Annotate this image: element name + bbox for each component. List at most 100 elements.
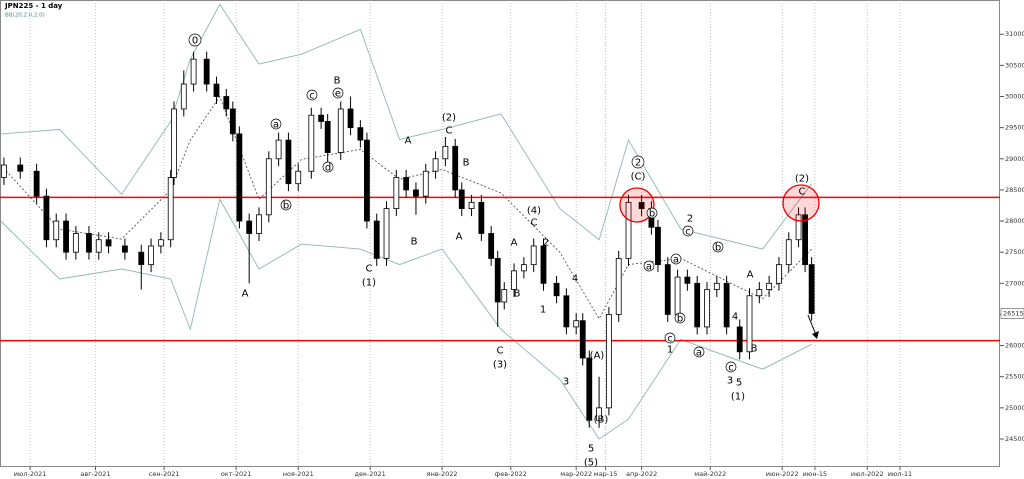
y-tick-label: 25000 [1005, 404, 1024, 412]
label-circle [674, 312, 686, 324]
wave-label: 5 [588, 444, 594, 455]
y-tick-label: 30000 [1005, 93, 1024, 101]
levels [0, 196, 1000, 342]
candle-body [256, 214, 262, 234]
candle-body [723, 282, 730, 328]
candle-body [494, 258, 501, 303]
candle-body [563, 295, 570, 328]
x-tick-label: окт-2021 [221, 470, 252, 478]
candle-body [432, 158, 439, 172]
wave-label: 3 [563, 377, 569, 388]
candle-body [213, 83, 220, 97]
wave-label: 2 [635, 158, 641, 169]
label-circle [322, 161, 334, 173]
label-circle [664, 332, 676, 344]
label-circle [270, 118, 282, 130]
x-tick-label: авг-2021 [80, 470, 110, 478]
label-circle [631, 155, 645, 169]
candles [1, 51, 815, 428]
chart-subtitle: BB(20,2.0,2.0) [5, 13, 45, 19]
wave-label: C [446, 126, 453, 137]
wave-label: A [747, 270, 754, 281]
candle-body [357, 127, 364, 141]
candle-body [736, 326, 743, 353]
highlight-circle [619, 187, 655, 223]
x-tick-label: июл-11 [888, 470, 912, 478]
wave-label: a [646, 262, 652, 273]
candle-body [442, 145, 449, 160]
wave-label: (1) [731, 392, 745, 403]
candle-body [157, 239, 164, 247]
wave-label: b [283, 201, 289, 212]
wave-label: a [696, 348, 702, 359]
candle-body [364, 139, 370, 222]
forecast-arrow [807, 314, 817, 336]
label-circle [682, 225, 694, 237]
wave-label: 1 [667, 345, 673, 356]
candle-body [808, 264, 815, 314]
last-price-label: 26515 [1003, 310, 1024, 318]
wave-label: 0 [192, 36, 198, 47]
candle-body [17, 164, 24, 172]
candle-body [53, 220, 60, 241]
candle-body [553, 282, 560, 297]
candle-body [488, 233, 495, 259]
candle-body [138, 251, 145, 266]
x-tick-label: янв-2022 [427, 470, 458, 478]
candle-body [190, 58, 197, 85]
candle-body [246, 220, 253, 234]
label-circle [188, 33, 202, 47]
wave-label: (3) [493, 360, 507, 371]
wave-label: (1) [362, 278, 376, 289]
candle-body [713, 282, 720, 290]
candle-body [373, 220, 380, 259]
candle-body [655, 226, 661, 266]
candle-body [203, 58, 210, 85]
candle-body [86, 233, 92, 253]
wave-label: (2) [795, 174, 809, 185]
arrow-head [812, 331, 819, 339]
y-tick-label: 30500 [1005, 61, 1024, 69]
candle-body [756, 289, 763, 297]
x-tick-label: июн-15 [803, 470, 828, 478]
candle-body [63, 220, 69, 253]
candle-body [324, 121, 331, 153]
wave-label: B [334, 76, 341, 87]
x-tick-label: дек-2021 [355, 470, 386, 478]
wave-label: c [309, 91, 315, 102]
x-tick-label: мар-15 [594, 470, 618, 478]
candle-body [540, 245, 547, 284]
candle-body [148, 245, 154, 266]
bollinger-bands [0, 3, 812, 440]
wave-label: d [325, 163, 331, 174]
chart-title: JPN225 - 1 day [4, 2, 63, 10]
candle-body [72, 233, 79, 253]
y-tick-label: 27500 [1005, 248, 1024, 256]
candle-body [458, 189, 465, 209]
candle-body [746, 295, 753, 353]
band-middle [0, 95, 812, 320]
x-tick-label: апр-2022 [626, 470, 657, 478]
candle-body [318, 114, 325, 122]
wave-label: C [366, 264, 373, 275]
wave-label: c [685, 227, 691, 238]
highlight-circle [782, 184, 820, 222]
candle-body [511, 270, 517, 290]
candle-body [413, 189, 419, 197]
candle-body [694, 282, 701, 328]
wave-label: B [514, 289, 521, 300]
candle-body [501, 289, 508, 303]
wave-label: 2 [543, 238, 549, 249]
candle-body [664, 264, 671, 315]
wave-label: (4) [527, 206, 541, 217]
candle-body [43, 195, 50, 241]
y-tick-label: 29500 [1005, 124, 1024, 132]
candle-body [275, 139, 282, 160]
wave-labels: 0(2)CAC(1)BAB AB(4)CA 2B14C(3)3(A)(B)5(5)2… [188, 33, 809, 469]
candle-body [776, 264, 782, 284]
wave-label: b [715, 243, 721, 254]
wave-label: b [677, 314, 683, 325]
candle-body [265, 158, 272, 216]
